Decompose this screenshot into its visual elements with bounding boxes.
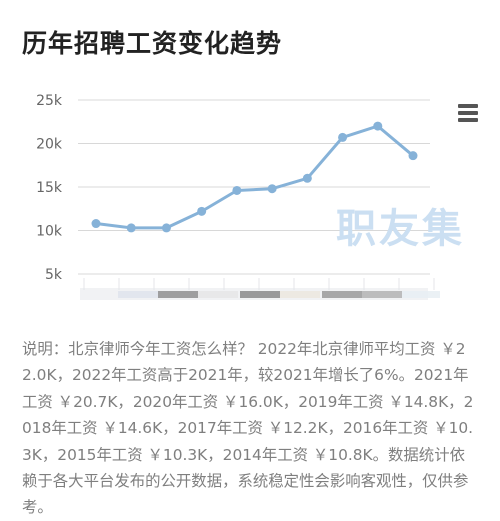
series-line <box>94 124 415 230</box>
data-point <box>302 173 312 183</box>
menu-bar <box>458 118 478 122</box>
menu-bar <box>458 104 478 108</box>
navigator-segment <box>280 291 320 298</box>
data-point <box>408 151 418 161</box>
y-axis-ticks: 5k 10k 15k 20k 25k <box>36 93 63 283</box>
y-tick-label: 5k <box>45 267 63 283</box>
data-point <box>373 121 383 131</box>
chart-series <box>91 121 418 233</box>
menu-bar <box>458 111 478 115</box>
navigator-segment <box>322 291 362 298</box>
y-tick-label: 10k <box>36 224 63 240</box>
data-point <box>161 223 171 233</box>
salary-line-chart: 5k 10k 15k 20k 25k <box>36 93 440 300</box>
salary-description: 说明：北京律师今年工资怎么样？ 2022年北京律师平均工资 ￥22.0K，202… <box>22 340 474 517</box>
y-tick-label: 20k <box>36 137 63 153</box>
page-title: 历年招聘工资变化趋势 <box>22 29 283 58</box>
navigator-segment <box>158 291 198 298</box>
data-point <box>338 132 348 142</box>
navigator-segment <box>362 291 402 298</box>
y-tick-label: 15k <box>36 180 63 196</box>
navigator-segment <box>402 291 440 298</box>
navigator-segment <box>240 291 280 298</box>
watermark: 职友集 <box>336 206 465 252</box>
data-point <box>232 185 242 195</box>
data-point <box>91 219 101 229</box>
navigator-segment <box>118 291 158 298</box>
navigator-segment <box>198 291 238 298</box>
data-point <box>197 206 207 216</box>
chart-grid <box>78 99 430 275</box>
data-point <box>267 184 277 194</box>
hamburger-menu-icon[interactable] <box>458 104 478 122</box>
y-tick-label: 25k <box>36 93 63 109</box>
data-point <box>126 223 136 233</box>
range-navigator[interactable] <box>80 278 440 300</box>
